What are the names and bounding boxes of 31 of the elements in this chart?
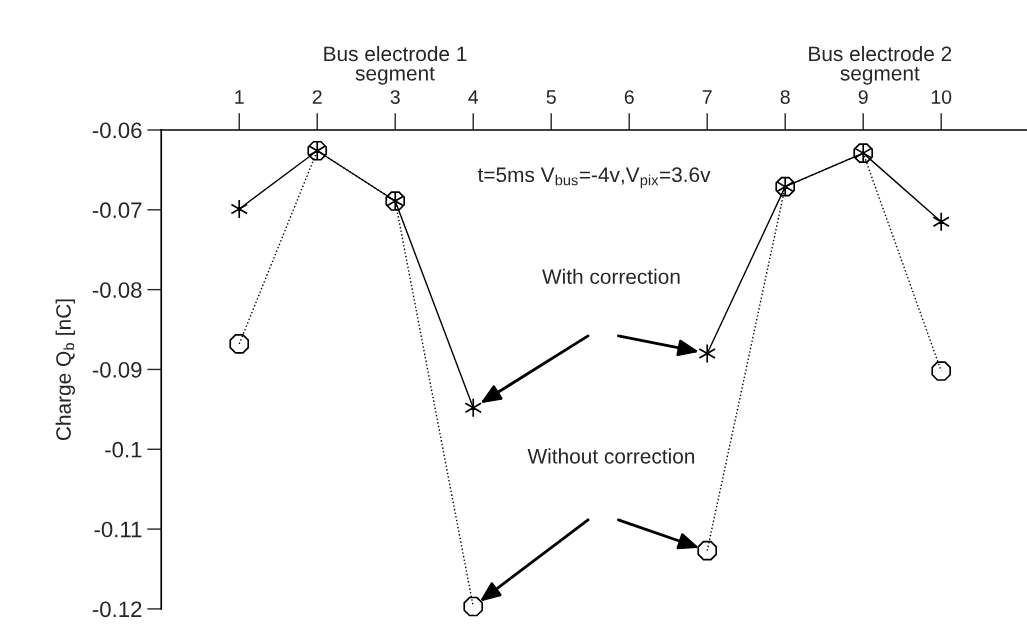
y-tick-label: -0.1 — [105, 441, 142, 458]
x-tick-label: 8 — [780, 90, 790, 104]
y-tick-label: -0.11 — [94, 521, 142, 538]
point — [229, 334, 250, 354]
y-tick-label: -0.06 — [92, 122, 142, 139]
x-tick-label: 9 — [858, 90, 868, 104]
point — [464, 397, 482, 418]
x-tick-label: 1 — [235, 90, 244, 104]
point — [931, 361, 952, 381]
point — [697, 540, 718, 561]
x-tick-label: 2 — [312, 90, 322, 104]
y-tick-label: -0.07 — [92, 202, 142, 219]
point — [463, 596, 484, 617]
y-tick-label: -0.09 — [92, 361, 142, 378]
y-axis-title: Charge Q$_{b}$ [nC] — [55, 299, 76, 441]
y-tick-label: -0.08 — [92, 282, 142, 298]
text: Bus electrode 1 segment — [324, 45, 467, 85]
y-tick-label: -0.12 — [92, 601, 142, 618]
x-tick-label: 6 — [624, 90, 634, 104]
point — [698, 343, 716, 364]
x-tick-label: 7 — [702, 90, 712, 104]
annotation: Without correction — [527, 448, 695, 464]
annotation: With correction — [542, 268, 680, 285]
point — [932, 211, 950, 232]
x-tick-label: 5 — [546, 90, 556, 104]
point — [230, 199, 248, 219]
x-tick-label: 10 — [931, 90, 952, 104]
annotation: t=5ms V$_{bus}$=-4v,V$_{pix}$=3.6v — [477, 167, 711, 189]
text: Bus electrode 2 segment — [809, 45, 952, 85]
x-tick-label: 3 — [390, 90, 400, 104]
x-tick-label: 4 — [468, 90, 479, 104]
